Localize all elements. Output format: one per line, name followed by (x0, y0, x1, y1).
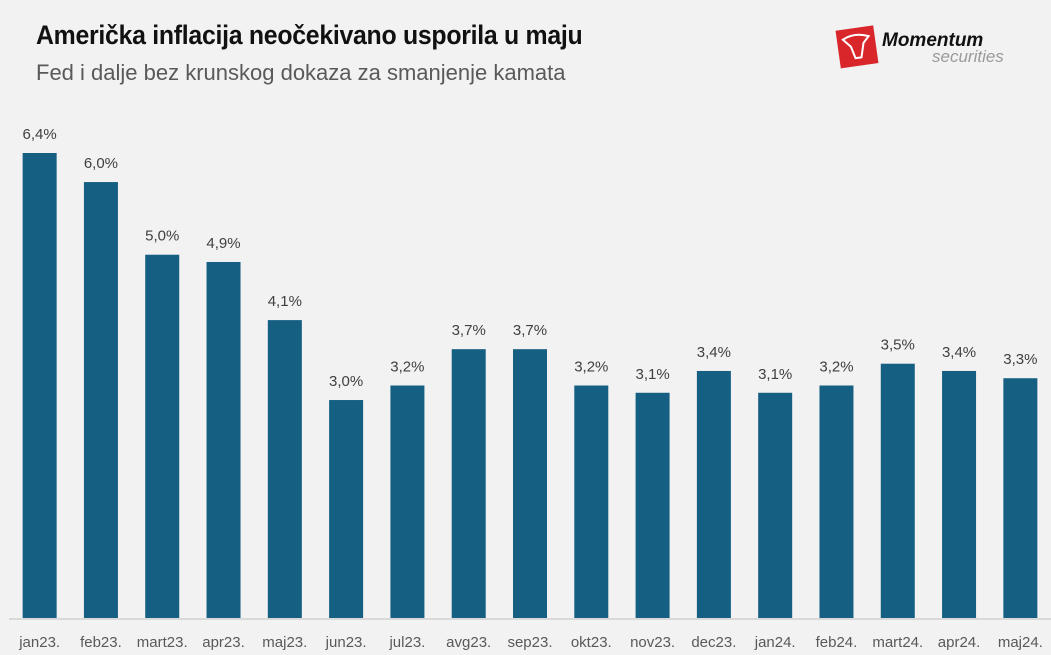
x-tick-label: jan23. (18, 634, 60, 651)
chart-title: Američka inflacija neočekivano usporila … (36, 20, 583, 50)
bar-avg23 (451, 349, 486, 618)
data-label: 3,7% (513, 322, 547, 339)
chart-subtitle: Fed i dalje bez krunskog dokaza za smanj… (36, 60, 566, 85)
bar-jan24 (758, 392, 793, 618)
data-label: 3,7% (452, 322, 486, 339)
x-tick-label: avg23. (446, 634, 491, 651)
x-tick-label: jun23. (325, 634, 367, 651)
data-label: 3,0% (329, 373, 363, 390)
logo-tagline-text: securities (932, 47, 1004, 66)
data-label: 6,4% (23, 126, 57, 143)
data-label: 3,2% (574, 359, 608, 376)
logo-brand-text: Momentum (882, 30, 983, 51)
bar-feb23 (83, 182, 118, 618)
data-label: 5,0% (145, 228, 179, 245)
data-label: 3,3% (1003, 351, 1037, 368)
bar-maj23 (267, 320, 302, 618)
x-tick-label: apr23. (202, 634, 245, 651)
bar-maj24 (1003, 378, 1038, 618)
data-label: 3,2% (819, 359, 853, 376)
bar-jan23 (22, 153, 57, 618)
bar-apr23 (206, 261, 241, 618)
x-tick-label: sep23. (507, 634, 552, 651)
x-tick-label: mart24. (872, 634, 923, 651)
data-label: 3,1% (758, 366, 792, 383)
data-label: 3,1% (635, 366, 669, 383)
x-tick-label: okt23. (571, 634, 612, 651)
bar-jul23 (390, 385, 425, 618)
data-label: 3,5% (881, 337, 915, 354)
bar-mart24 (880, 363, 915, 618)
bar-jun23 (329, 400, 364, 618)
x-tick-label: nov23. (630, 634, 675, 651)
data-label: 3,4% (942, 344, 976, 361)
x-tick-label: maj23. (262, 634, 307, 651)
x-tick-label: maj24. (998, 634, 1043, 651)
data-label: 3,4% (697, 344, 731, 361)
x-tick-label: apr24. (938, 634, 981, 651)
momentum-securities-logo: Momentum securities (835, 25, 1004, 69)
bar-okt23 (574, 385, 609, 618)
bar-nov23 (635, 392, 670, 618)
x-tick-label: mart23. (137, 634, 188, 651)
x-tick-label: feb23. (80, 634, 122, 651)
x-tick-label: jul23. (388, 634, 425, 651)
bar-apr24 (942, 370, 977, 618)
bar-sep23 (513, 349, 547, 618)
x-tick-label: jan24. (754, 634, 796, 651)
x-tick-label: feb24. (816, 634, 858, 651)
bar-mart23 (145, 254, 180, 618)
data-label: 4,9% (206, 235, 240, 252)
data-label: 4,1% (268, 293, 302, 310)
data-label: 3,2% (390, 359, 424, 376)
x-tick-label: dec23. (691, 634, 736, 651)
bar-dec23 (696, 370, 731, 618)
data-label: 6,0% (84, 155, 118, 172)
bar-feb24 (819, 385, 854, 618)
